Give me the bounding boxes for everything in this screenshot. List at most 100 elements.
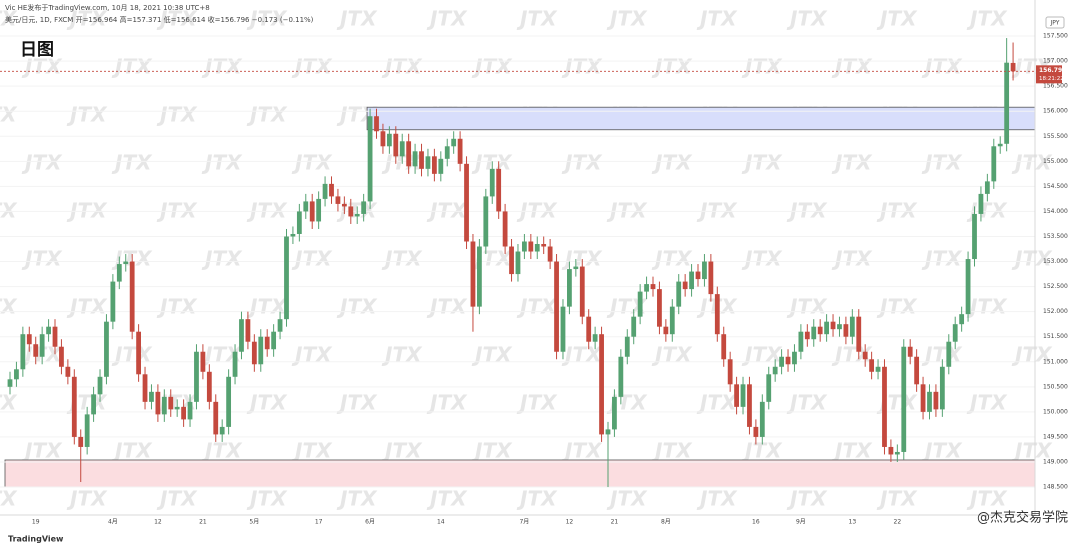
watermark: JTX bbox=[1011, 151, 1053, 175]
watermark: JTX bbox=[156, 7, 198, 31]
candle-body bbox=[174, 406, 180, 410]
watermark: JTX bbox=[921, 55, 963, 79]
x-tick-label: 17 bbox=[315, 519, 323, 526]
watermark: JTX bbox=[111, 151, 153, 175]
candle-body bbox=[753, 426, 759, 437]
watermark: JTX bbox=[606, 487, 648, 511]
candle-body bbox=[26, 334, 32, 345]
candle-body bbox=[451, 138, 457, 147]
candle-body bbox=[239, 319, 244, 352]
candle-body bbox=[682, 281, 688, 290]
candle-body bbox=[431, 156, 437, 174]
y-tick-label: 148.500 bbox=[1043, 484, 1068, 491]
watermark: JTX bbox=[786, 7, 828, 31]
candle-body bbox=[104, 321, 109, 377]
watermark: JTX bbox=[111, 343, 153, 367]
candles bbox=[7, 38, 1016, 488]
watermark: JTX bbox=[0, 487, 18, 511]
currency: JPY bbox=[1050, 20, 1060, 27]
x-tick-label: 16 bbox=[752, 519, 760, 526]
watermark: JTX bbox=[336, 487, 378, 511]
x-tick-label: 7月 bbox=[519, 519, 529, 526]
candle-body bbox=[740, 384, 746, 407]
candle-body bbox=[792, 351, 797, 365]
watermark: JTX bbox=[201, 439, 243, 463]
candle-body bbox=[567, 269, 572, 307]
watermark: JTX bbox=[381, 439, 423, 463]
candle-body bbox=[52, 326, 58, 347]
candle-body bbox=[464, 163, 469, 242]
candle-body bbox=[907, 346, 913, 357]
x-tick-label: 6月 bbox=[365, 519, 375, 526]
watermark: JTX bbox=[426, 7, 468, 31]
candle-body bbox=[939, 366, 945, 410]
candle-body bbox=[509, 246, 514, 275]
zone bbox=[4, 459, 1036, 488]
watermark: JTX bbox=[516, 487, 558, 511]
watermark: JTX bbox=[426, 199, 468, 223]
candle-body bbox=[830, 321, 836, 330]
candle-body bbox=[959, 314, 965, 325]
candle-body bbox=[734, 384, 739, 407]
watermark: JTX bbox=[201, 151, 243, 175]
watermark: JTX bbox=[0, 391, 18, 415]
watermark: JTX bbox=[966, 295, 1008, 319]
watermark: JTX bbox=[741, 247, 783, 271]
y-tick-label: 151.000 bbox=[1043, 358, 1068, 365]
candle-body bbox=[245, 319, 251, 342]
watermark: JTX bbox=[696, 7, 738, 31]
watermark: JTX bbox=[66, 7, 108, 31]
candle-body bbox=[59, 346, 64, 367]
y-tick-label: 157.500 bbox=[1043, 33, 1068, 40]
x-tick-label: 21 bbox=[611, 519, 619, 526]
watermark: JTX bbox=[201, 247, 243, 271]
candle-body bbox=[541, 244, 547, 247]
candle-body bbox=[367, 116, 373, 202]
candle-body bbox=[309, 201, 315, 222]
watermark: JTX bbox=[156, 295, 198, 319]
candle-body bbox=[277, 319, 283, 332]
candle-body bbox=[116, 264, 122, 282]
candle-body bbox=[991, 146, 997, 182]
y-tick-label: 149.500 bbox=[1043, 433, 1068, 440]
candle-body bbox=[412, 151, 418, 167]
candle-body bbox=[695, 271, 701, 280]
candle-body bbox=[341, 203, 347, 207]
candle-body bbox=[258, 336, 264, 365]
watermark: JTX bbox=[516, 199, 558, 223]
candle-body bbox=[785, 356, 791, 365]
watermark: JTX bbox=[651, 343, 693, 367]
candle-body bbox=[882, 366, 887, 447]
candle-body bbox=[952, 324, 958, 342]
x-tick-label: 12 bbox=[566, 519, 574, 526]
zone bbox=[366, 106, 1036, 131]
chart-title: 日图 bbox=[20, 40, 54, 60]
candle-body bbox=[894, 451, 900, 455]
candle-body bbox=[20, 334, 26, 370]
last-price-label: 156.796 bbox=[1039, 67, 1066, 74]
candle-body bbox=[972, 213, 977, 260]
candle-body bbox=[592, 334, 598, 342]
candle-body bbox=[946, 341, 952, 367]
watermark: JTX bbox=[291, 343, 333, 367]
x-tick-label: 12 bbox=[154, 519, 162, 526]
candle-body bbox=[901, 346, 907, 452]
watermark: JTX bbox=[651, 247, 693, 271]
candle-body bbox=[522, 241, 527, 252]
candle-body bbox=[251, 341, 257, 365]
watermark: JTX bbox=[291, 151, 333, 175]
y-tick-label: 150.000 bbox=[1043, 408, 1068, 415]
candle-body bbox=[496, 168, 502, 212]
y-tick-label: 154.500 bbox=[1043, 183, 1068, 190]
watermark: JTX bbox=[426, 391, 468, 415]
candle-body bbox=[361, 201, 367, 214]
candle-body bbox=[168, 396, 174, 410]
candle-body bbox=[920, 384, 926, 412]
watermark: JTX bbox=[741, 151, 783, 175]
watermark: JTX bbox=[1011, 439, 1053, 463]
candle-body bbox=[618, 356, 624, 397]
candle-body bbox=[708, 261, 714, 295]
watermark: JTX bbox=[741, 55, 783, 79]
watermark: JTX bbox=[291, 439, 333, 463]
watermark: JTX bbox=[606, 7, 648, 31]
